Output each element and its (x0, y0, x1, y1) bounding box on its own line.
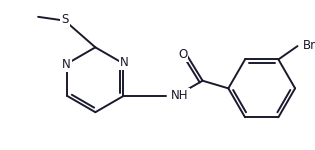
Text: N: N (62, 58, 71, 71)
Text: O: O (178, 48, 187, 60)
Text: N: N (120, 56, 129, 69)
Text: S: S (61, 13, 69, 26)
Text: Br: Br (303, 39, 315, 52)
Text: NH: NH (171, 90, 189, 102)
